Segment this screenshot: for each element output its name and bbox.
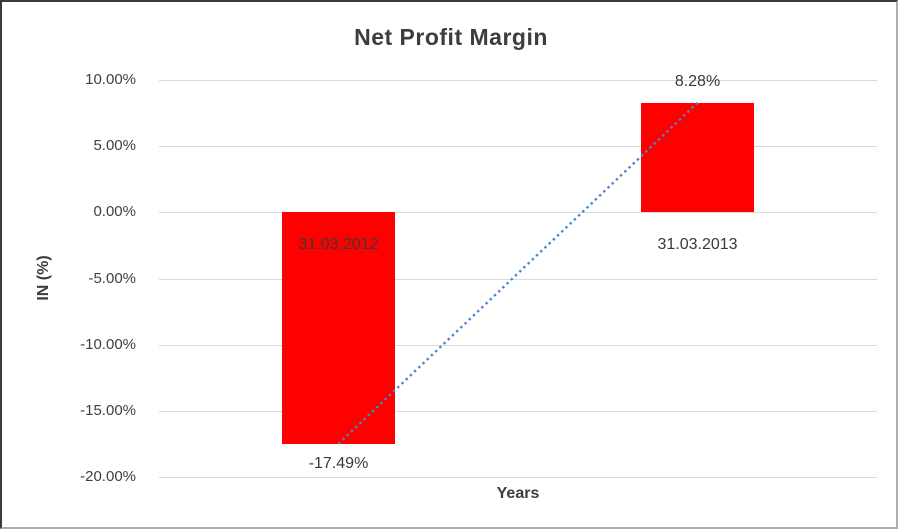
y-tick-label: -20.00% xyxy=(80,468,136,485)
data-label: -17.49% xyxy=(308,454,369,472)
bar xyxy=(641,102,754,213)
y-tick-label: 0.00% xyxy=(93,203,136,221)
x-axis-title: Years xyxy=(496,485,540,502)
gridline xyxy=(159,146,877,147)
category-label: 31.03.2013 xyxy=(657,236,738,253)
y-tick-label: -15.00% xyxy=(80,401,136,419)
chart-title: Net Profit Margin xyxy=(354,24,548,50)
y-tick-label: -5.00% xyxy=(88,269,136,287)
y-tick-label: -10.00% xyxy=(80,335,136,353)
gridline xyxy=(159,279,877,280)
gridline xyxy=(159,411,877,412)
y-tick-label: 10.00% xyxy=(85,71,136,88)
y-tick-label: 5.00% xyxy=(93,137,136,155)
gridline xyxy=(159,212,877,213)
gridline xyxy=(159,345,877,346)
category-label: 31.03.2012 xyxy=(298,236,379,253)
gridline xyxy=(159,477,877,478)
gridline xyxy=(159,80,877,81)
data-label: 8.28% xyxy=(674,72,721,90)
